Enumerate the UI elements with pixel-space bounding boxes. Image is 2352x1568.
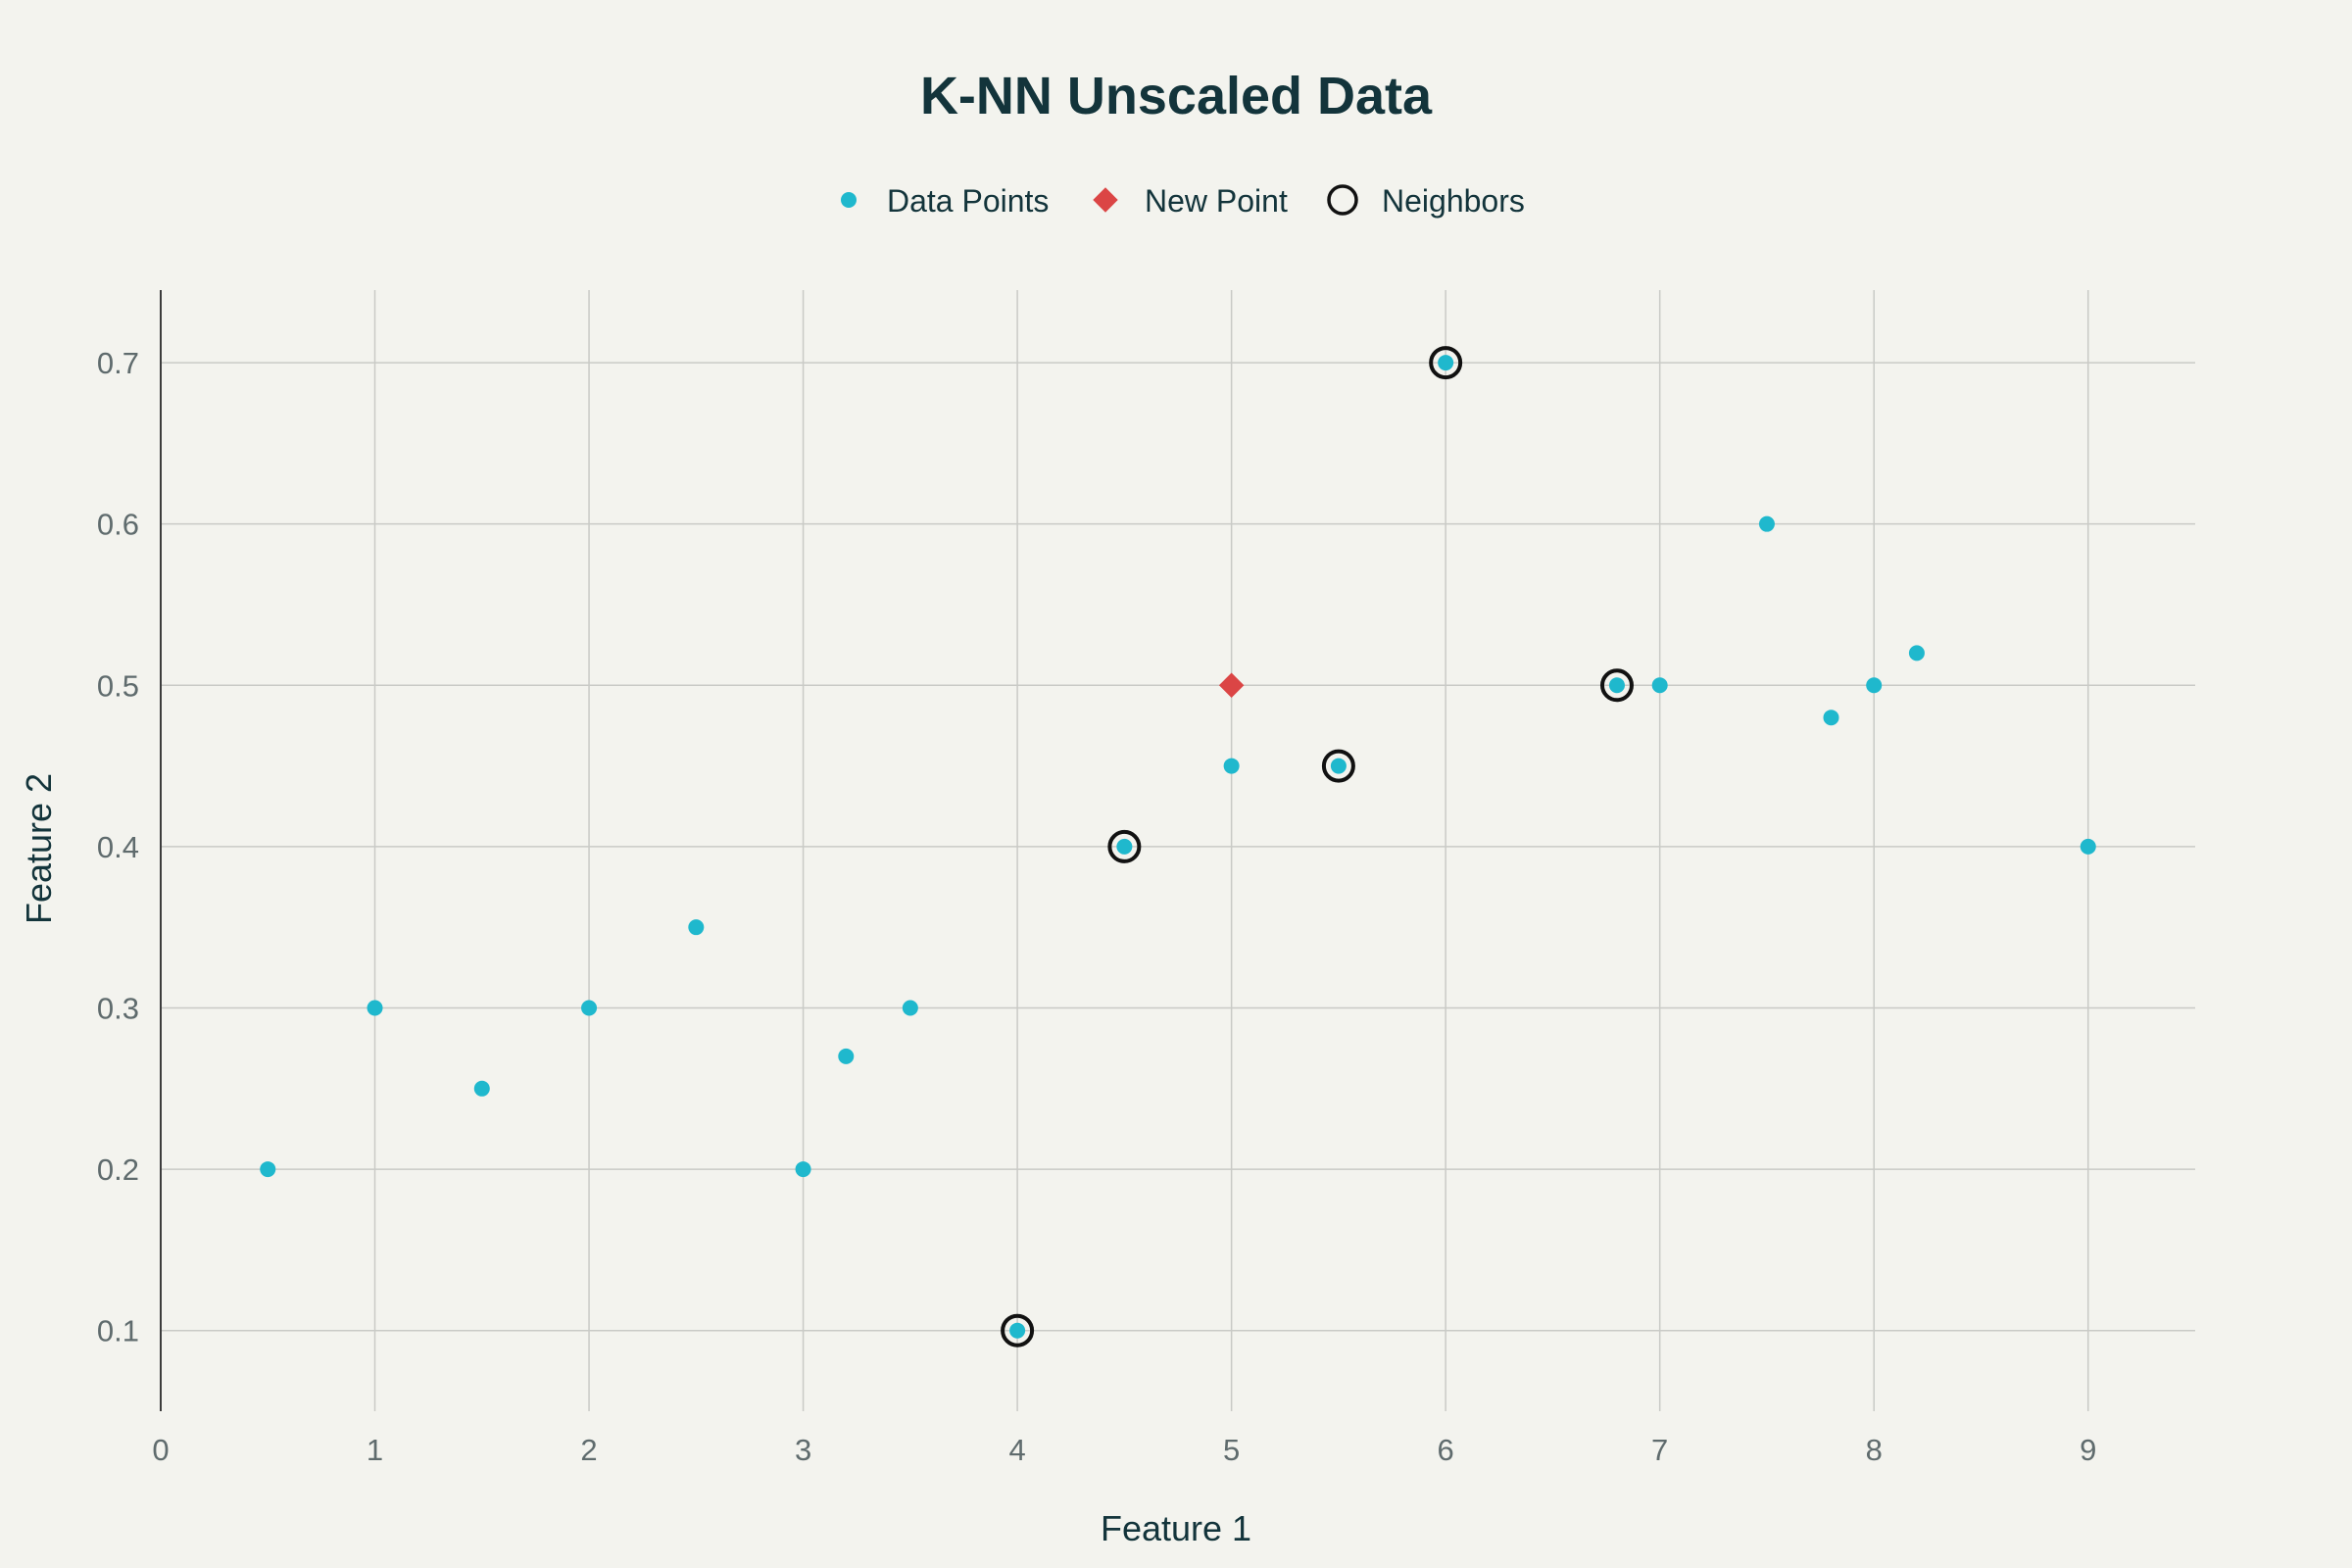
neighbor-marker[interactable] xyxy=(1599,668,1634,703)
data-point[interactable] xyxy=(1330,758,1347,774)
x-tick-label: 2 xyxy=(580,1433,597,1467)
y-tick-label: 0.3 xyxy=(97,991,139,1025)
legend-new-point-marker xyxy=(1093,187,1118,213)
data-point[interactable] xyxy=(367,1000,383,1016)
data-point[interactable] xyxy=(1223,758,1240,774)
y-tick-label: 0.6 xyxy=(97,508,139,542)
y-tick-label: 0.4 xyxy=(97,830,139,864)
x-tick-label: 4 xyxy=(1008,1433,1025,1467)
data-point[interactable] xyxy=(902,1000,918,1016)
data-point[interactable] xyxy=(1608,677,1625,694)
y-tick-label: 0.5 xyxy=(97,668,139,703)
data-point[interactable] xyxy=(795,1161,811,1178)
data-point[interactable] xyxy=(1438,355,1454,371)
x-axis-title: Feature 1 xyxy=(1101,1508,1251,1548)
neighbor-marker[interactable] xyxy=(1321,749,1355,783)
x-tick-label: 9 xyxy=(2080,1433,2096,1467)
x-tick-label: 6 xyxy=(1438,1433,1454,1467)
data-point[interactable] xyxy=(838,1048,855,1064)
legend-data-points-label[interactable]: Data Points xyxy=(887,183,1049,219)
data-point[interactable] xyxy=(1116,838,1133,855)
x-tick-label: 8 xyxy=(1866,1433,1883,1467)
tick-layer: 0 1 2 3 4 5 6 7 8 9 0.1 0.2 0.3 0.4 0.5 0.6 0.7 xyxy=(97,346,2096,1467)
new-point-marker[interactable] xyxy=(1218,672,1245,699)
data-point[interactable] xyxy=(473,1080,490,1097)
x-tick-label: 3 xyxy=(795,1433,811,1467)
data-point[interactable] xyxy=(1758,515,1775,532)
legend: Data Points New Point Neighbors xyxy=(841,183,1525,219)
x-tick-label: 7 xyxy=(1651,1433,1668,1467)
legend-new-point-label[interactable]: New Point xyxy=(1145,183,1288,219)
neighbor-marker[interactable] xyxy=(1107,829,1142,863)
chart-title: K-NN Unscaled Data xyxy=(920,67,1433,125)
legend-neighbors-marker xyxy=(1327,184,1358,216)
neighbor-marker[interactable] xyxy=(1429,346,1463,380)
y-tick-label: 0.1 xyxy=(97,1314,139,1348)
y-tick-label: 0.7 xyxy=(97,346,139,380)
y-tick-label: 0.2 xyxy=(97,1152,139,1187)
data-point[interactable] xyxy=(1651,677,1668,694)
x-tick-label: 5 xyxy=(1223,1433,1240,1467)
legend-neighbors-label[interactable]: Neighbors xyxy=(1382,183,1525,219)
data-point[interactable] xyxy=(581,1000,598,1016)
grid-layer xyxy=(161,290,2195,1411)
x-tick-label: 1 xyxy=(367,1433,383,1467)
x-tick-label: 0 xyxy=(152,1433,169,1467)
legend-data-points-marker xyxy=(841,192,857,208)
data-point[interactable] xyxy=(1823,710,1839,726)
data-point[interactable] xyxy=(1009,1322,1026,1339)
data-point[interactable] xyxy=(2080,838,2096,855)
y-axis-title: Feature 2 xyxy=(19,773,59,924)
neighbor-marker[interactable] xyxy=(1001,1313,1035,1348)
data-point[interactable] xyxy=(260,1161,276,1178)
point-layer xyxy=(260,346,2096,1348)
data-point[interactable] xyxy=(1908,645,1925,662)
data-point[interactable] xyxy=(1866,677,1883,694)
data-point[interactable] xyxy=(688,919,705,936)
